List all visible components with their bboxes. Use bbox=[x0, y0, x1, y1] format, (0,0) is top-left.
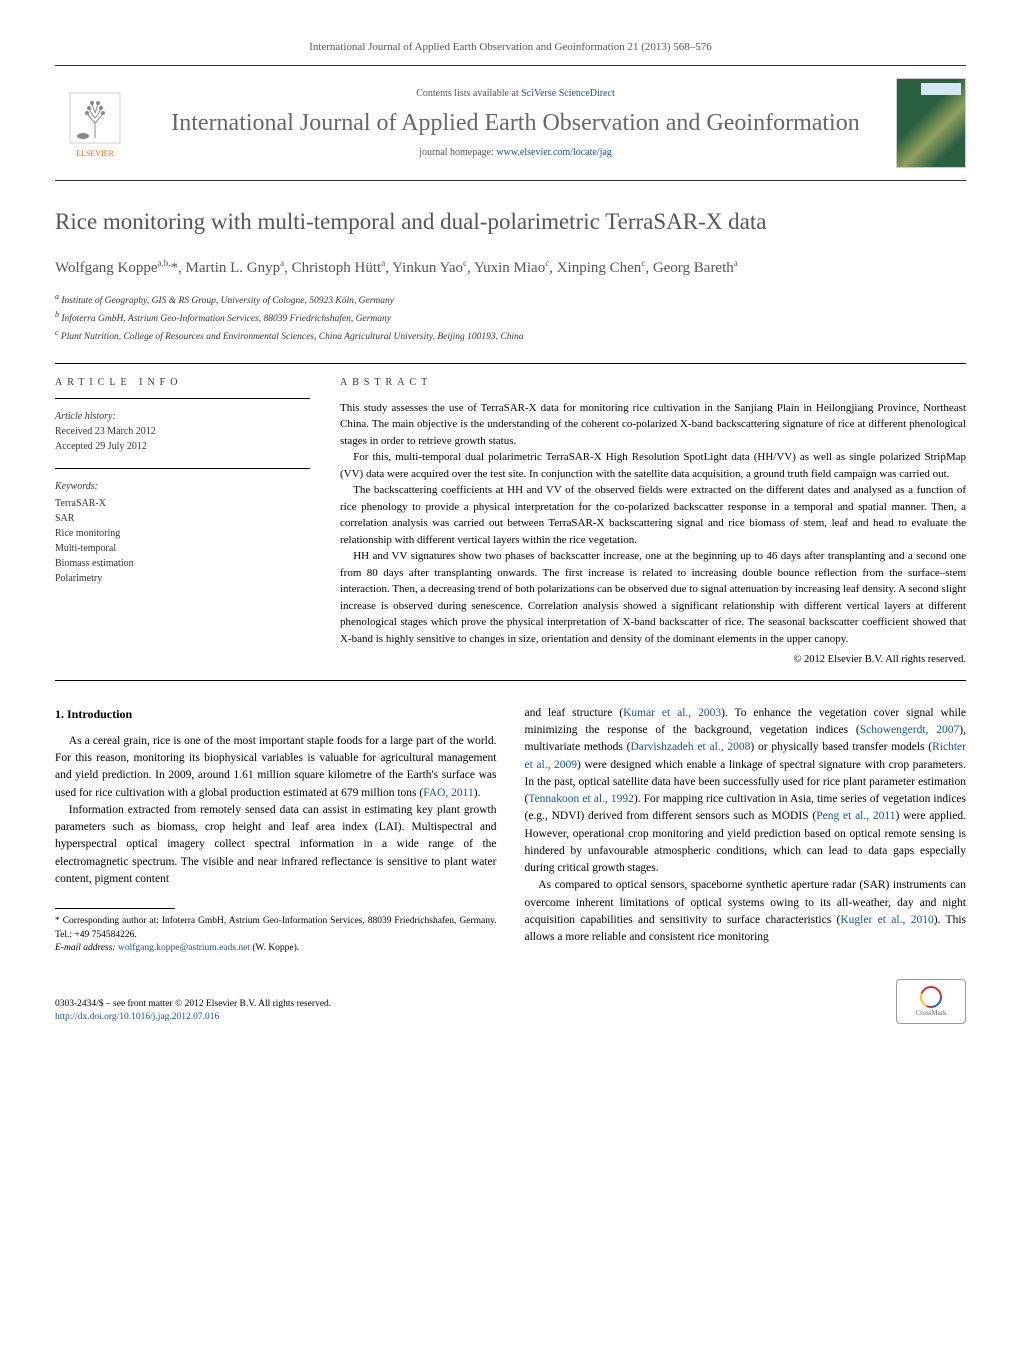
divider-top bbox=[55, 363, 966, 364]
journal-header: ELSEVIER Contents lists available at Sci… bbox=[55, 65, 966, 181]
abstract-paragraph: HH and VV signatures show two phases of … bbox=[340, 548, 966, 647]
abstract-paragraph: This study assesses the use of TerraSAR-… bbox=[340, 400, 966, 450]
affiliation-line: c Plant Nutrition, College of Resources … bbox=[55, 327, 966, 344]
body-paragraph: and leaf structure (Kumar et al., 2003).… bbox=[525, 705, 967, 878]
keyword: Multi-temporal bbox=[55, 541, 310, 556]
email-suffix: (W. Koppe). bbox=[252, 943, 299, 953]
crossmark-icon bbox=[919, 985, 943, 1009]
doi-line: http://dx.doi.org/10.1016/j.jag.2012.07.… bbox=[55, 1011, 331, 1024]
affiliation-line: a Institute of Geography, GIS & RS Group… bbox=[55, 291, 966, 308]
right-paragraphs: and leaf structure (Kumar et al., 2003).… bbox=[525, 705, 967, 947]
keyword: SAR bbox=[55, 511, 310, 526]
section-title: Introduction bbox=[67, 707, 132, 721]
homepage-link[interactable]: www.elsevier.com/locate/jag bbox=[496, 147, 611, 158]
email-label: E-mail address: bbox=[55, 943, 116, 953]
info-abstract-row: ARTICLE INFO Article history: Received 2… bbox=[55, 376, 966, 668]
section-heading: 1. Introduction bbox=[55, 705, 497, 723]
journal-cover-thumbnail bbox=[896, 78, 966, 168]
page-footer: 0303-2434/$ – see front matter © 2012 El… bbox=[55, 979, 966, 1024]
keyword: Rice monitoring bbox=[55, 526, 310, 541]
body-paragraph: Information extracted from remotely sens… bbox=[55, 802, 497, 888]
sciencedirect-link[interactable]: SciVerse ScienceDirect bbox=[521, 88, 615, 99]
journal-homepage: journal homepage: www.elsevier.com/locat… bbox=[150, 146, 881, 160]
body-right-column: and leaf structure (Kumar et al., 2003).… bbox=[525, 705, 967, 955]
keyword: Polarimetry bbox=[55, 571, 310, 586]
issn-line: 0303-2434/$ – see front matter © 2012 El… bbox=[55, 998, 331, 1011]
divider-bottom bbox=[55, 680, 966, 681]
keywords-block: Keywords: TerraSAR-XSARRice monitoringMu… bbox=[55, 479, 310, 586]
abstract-column: ABSTRACT This study assesses the use of … bbox=[340, 376, 966, 668]
abstract-label: ABSTRACT bbox=[340, 376, 966, 390]
author-list: Wolfgang Koppea,b,*, Martin L. Gnypa, Ch… bbox=[55, 257, 966, 279]
journal-title: International Journal of Applied Earth O… bbox=[150, 109, 881, 138]
affiliations: a Institute of Geography, GIS & RS Group… bbox=[55, 291, 966, 345]
section-number: 1. bbox=[55, 707, 64, 721]
abstract-copyright: © 2012 Elsevier B.V. All rights reserved… bbox=[340, 653, 966, 668]
received-date: Received 23 March 2012 bbox=[55, 426, 156, 437]
affiliation-line: b Infoterra GmbH, Astrium Geo-Informatio… bbox=[55, 309, 966, 326]
left-paragraphs: As a cereal grain, rice is one of the mo… bbox=[55, 733, 497, 888]
abstract-paragraph: For this, multi-temporal dual polarimetr… bbox=[340, 449, 966, 482]
crossmark-label: CrossMark bbox=[915, 1009, 946, 1019]
corr-author-line: * Corresponding author at: Infoterra Gmb… bbox=[55, 915, 497, 942]
body-left-column: 1. Introduction As a cereal grain, rice … bbox=[55, 705, 497, 955]
abstract-paragraph: The backscattering coefficients at HH an… bbox=[340, 482, 966, 548]
body-paragraph: As a cereal grain, rice is one of the mo… bbox=[55, 733, 497, 802]
footnote-separator bbox=[55, 908, 175, 909]
email-line: E-mail address: wolfgang.koppe@astrium.e… bbox=[55, 942, 497, 955]
article-title: Rice monitoring with multi-temporal and … bbox=[55, 206, 966, 238]
keywords-list: TerraSAR-XSARRice monitoringMulti-tempor… bbox=[55, 496, 310, 586]
keyword: Biomass estimation bbox=[55, 556, 310, 571]
header-center: Contents lists available at SciVerse Sci… bbox=[135, 87, 896, 160]
body-columns: 1. Introduction As a cereal grain, rice … bbox=[55, 705, 966, 955]
footer-left: 0303-2434/$ – see front matter © 2012 El… bbox=[55, 998, 331, 1025]
corr-email-link[interactable]: wolfgang.koppe@astrium.eads.net bbox=[118, 943, 250, 953]
keywords-label: Keywords: bbox=[55, 479, 310, 494]
article-info-label: ARTICLE INFO bbox=[55, 376, 310, 399]
keyword: TerraSAR-X bbox=[55, 496, 310, 511]
homepage-prefix: journal homepage: bbox=[419, 147, 496, 158]
corresponding-author-footnote: * Corresponding author at: Infoterra Gmb… bbox=[55, 915, 497, 955]
elsevier-logo: ELSEVIER bbox=[55, 78, 135, 168]
body-paragraph: As compared to optical sensors, spacebor… bbox=[525, 877, 967, 946]
article-info-column: ARTICLE INFO Article history: Received 2… bbox=[55, 376, 310, 668]
accepted-date: Accepted 29 July 2012 bbox=[55, 441, 147, 452]
info-divider bbox=[55, 468, 310, 469]
article-history: Article history: Received 23 March 2012 … bbox=[55, 409, 310, 454]
elsevier-name: ELSEVIER bbox=[76, 148, 114, 159]
journal-reference: International Journal of Applied Earth O… bbox=[55, 40, 966, 55]
crossmark-badge[interactable]: CrossMark bbox=[896, 979, 966, 1024]
contents-prefix: Contents lists available at bbox=[416, 88, 521, 99]
contents-available-line: Contents lists available at SciVerse Sci… bbox=[150, 87, 881, 101]
abstract-body: This study assesses the use of TerraSAR-… bbox=[340, 400, 966, 648]
doi-link[interactable]: http://dx.doi.org/10.1016/j.jag.2012.07.… bbox=[55, 1012, 219, 1022]
elsevier-tree-icon bbox=[65, 88, 125, 148]
history-label: Article history: bbox=[55, 411, 116, 422]
